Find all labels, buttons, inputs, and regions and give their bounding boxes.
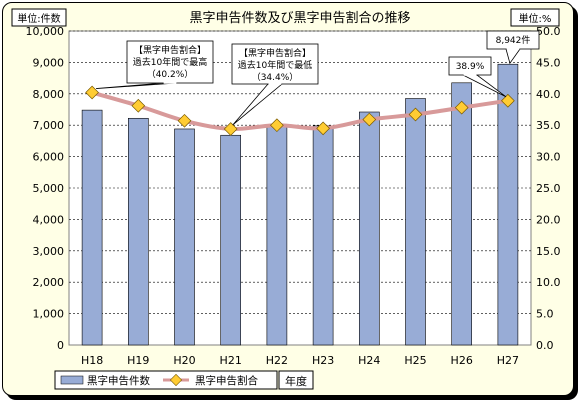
right-unit-label: 単位:% [519,12,552,25]
bar [220,134,241,346]
x-tick-label: H20 [173,354,195,367]
annotation-callout: 【黒字申告割合】過去10年間で最高（40.2%） [96,40,214,89]
line-point [454,100,469,115]
line-series [85,85,515,136]
legend: 黒字申告件数 黒字申告割合 [54,370,278,390]
bar [266,124,288,346]
annotation-text: 【黒字申告割合】 [134,44,206,56]
y-left-tick-label: 9,000 [33,56,65,69]
y-right-tick-label: 30.0 [536,151,561,164]
bar [312,125,334,346]
y-left-tick-label: 7,000 [33,119,65,132]
y-left-tick-label: 0 [57,339,64,352]
line-point [177,113,192,128]
annotation-text: 38.9% [456,62,485,72]
y-left-tick-label: 4,000 [33,213,65,226]
y-right-tick-label: 10.0 [536,276,561,289]
line-point [270,118,284,133]
y-left-tick-label: 6,000 [33,151,65,164]
x-tick-label: H22 [266,354,288,367]
line-path [90,90,510,132]
line-point [501,93,515,108]
y-right-tick-label: 25.0 [536,182,561,195]
x-axis-title-box: 年度 [278,370,314,390]
chart-svg: 0 1,000 2,000 3,000 4,000 5,000 6,000 7,000 8,00… [11,8,561,390]
annotation-callout: 【黒字申告割合】過去10年間で最低（34.4%） [231,43,319,126]
annotation-text: （34.4%） [252,72,299,83]
y-left-tick-label: 1,000 [33,308,65,321]
axes: 0 1,000 2,000 3,000 4,000 5,000 6,000 7,000 8,00… [26,25,561,367]
bar [405,98,426,346]
y-left-tick-label: 10,000 [26,25,65,38]
line-point [131,98,146,113]
x-axis-title: 年度 [285,374,307,388]
line-point [362,112,377,127]
y-right-tick-label: 0.0 [536,339,554,352]
x-tick-label: H25 [404,354,426,367]
bar [451,82,473,346]
y-right-tick-label: 45.0 [536,56,561,69]
bar-series [81,63,519,346]
legend-line-marker [169,373,183,387]
y-right-tick-label: 35.0 [536,119,561,132]
y-right-tick-label: 50.0 [536,25,561,38]
left-unit-box: 単位:件数 [11,8,67,27]
line-point [408,107,423,122]
bar [497,63,519,346]
annotation-text: （40.2%） [147,69,194,80]
x-tick-label: H23 [312,354,334,367]
y-left-tick-label: 3,000 [33,245,65,258]
x-tick-label: H18 [81,354,103,367]
x-tick-label: H19 [127,354,149,367]
y-right-tick-label: 20.0 [536,213,561,226]
annotation-text: 過去10年間で最低 [238,59,312,71]
annotation-text: 過去10年間で最高 [133,56,207,68]
legend-bar-swatch [60,375,84,385]
legend-bar-label: 黒字申告件数 [87,374,150,387]
y-right-tick-label: 40.0 [536,88,561,101]
annotations: 【黒字申告割合】過去10年間で最高（40.2%）【黒字申告割合】過去10年間で最… [96,30,540,126]
x-tick-label: H24 [358,354,380,367]
chart-title: 黒字申告件数及び黒字申告割合の推移 [189,10,410,26]
left-unit-label: 単位:件数 [17,12,60,25]
bar [81,109,103,346]
line-point [316,121,330,136]
chart-frame: 0 1,000 2,000 3,000 4,000 5,000 6,000 7,000 8,00… [2,2,574,396]
line-point [223,122,238,136]
annotation-text: 【黒字申告割合】 [239,47,311,59]
x-tick-label: H26 [451,354,473,367]
annotation-callout: 38.9% [448,56,507,98]
x-tick-label: H21 [220,354,242,367]
y-left-tick-label: 8,000 [33,88,65,101]
right-unit-box: 単位:% [510,8,560,27]
annotation-callout: 8,942件 [486,30,540,65]
annotation-text: 8,942件 [496,34,531,46]
y-left-tick-label: 5,000 [33,182,65,195]
legend-line-label: 黒字申告割合 [195,374,258,387]
bar [174,128,195,346]
annotation-box [126,40,214,84]
y-left-tick-label: 2,000 [33,276,65,289]
y-right-tick-label: 5.0 [536,308,554,321]
annotation-box [231,43,319,85]
line-point [85,85,99,100]
bar [128,117,149,346]
bar [358,111,380,346]
x-tick-label: H27 [497,354,519,367]
y-right-tick-label: 15.0 [536,245,561,258]
